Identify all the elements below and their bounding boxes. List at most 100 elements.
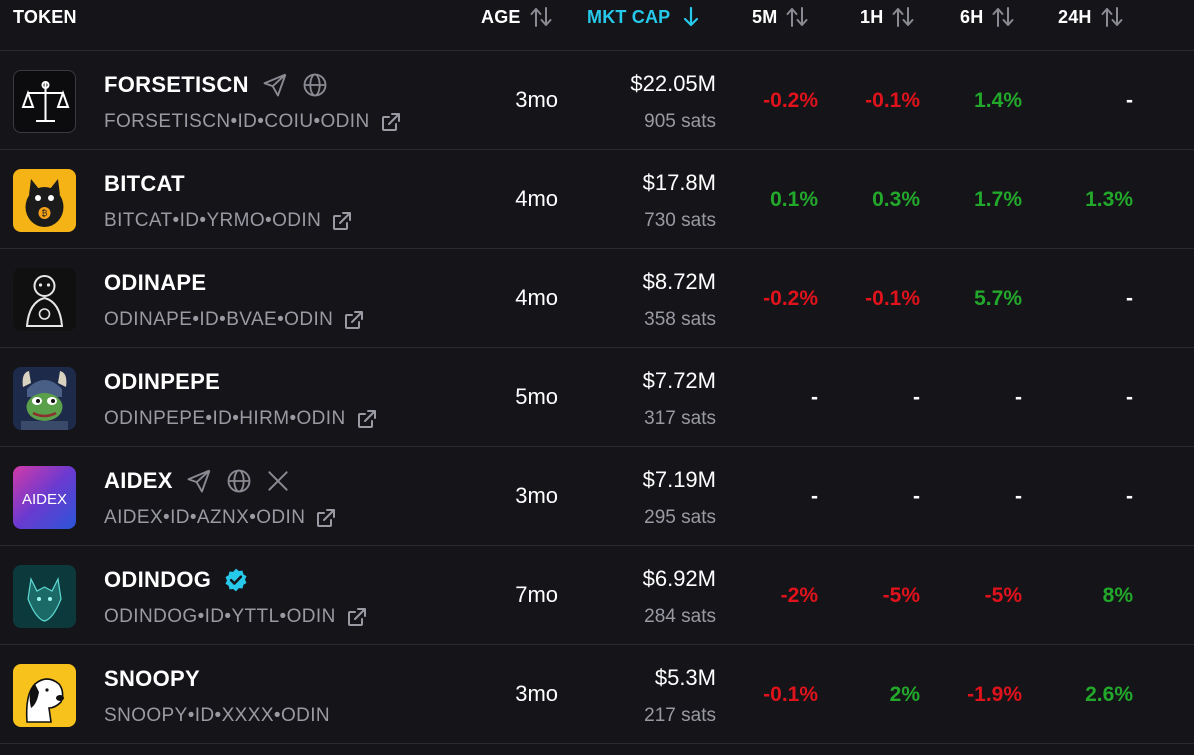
market-cap: $7.19M <box>642 467 716 492</box>
token-name[interactable]: ODINAPE <box>104 270 207 295</box>
table-row[interactable]: ODINPEPE ODINPEPE•ID•HIRM•ODIN 5mo $7.72… <box>0 348 1194 447</box>
header-1h[interactable]: 1H <box>860 5 915 29</box>
change-24h: - <box>1126 287 1133 310</box>
header-age[interactable]: AGE <box>481 5 553 29</box>
token-name-line: ODINAPE <box>104 268 206 298</box>
token-name-line: AIDEX <box>104 466 291 496</box>
svg-text:₿: ₿ <box>42 209 48 218</box>
sort-arrows-icon[interactable] <box>785 6 809 28</box>
price-sats: 217 sats <box>644 705 716 726</box>
table-header: TOKEN AGE MKT CAP 5M 1H 6H 24H <box>0 0 1194 51</box>
token-id-line: ODINAPE•ID•BVAE•ODIN <box>104 307 366 333</box>
wolf-icon <box>27 577 62 622</box>
token-name[interactable]: ODINPEPE <box>104 369 221 394</box>
external-link-icon[interactable] <box>342 308 366 332</box>
change-1h: -0.1% <box>865 89 920 112</box>
token-name[interactable]: BITCAT <box>104 171 185 196</box>
table-row[interactable]: FORSETISCN FORSETISCN•ID•COIU•ODIN 3mo $… <box>0 51 1194 150</box>
token-logo[interactable] <box>13 367 76 430</box>
token-name[interactable]: FORSETISCN <box>104 72 249 97</box>
change-1h: - <box>913 386 920 409</box>
token-name[interactable]: AIDEX <box>104 468 173 493</box>
external-link-icon[interactable] <box>355 407 379 431</box>
market-cap: $5.3M <box>654 665 716 690</box>
token-logo[interactable] <box>13 70 76 133</box>
token-id: AIDEX•ID•AZNX•ODIN <box>104 507 306 528</box>
black-cat-icon: ₿ <box>25 179 64 227</box>
token-age: 4mo <box>515 186 558 211</box>
change-24h: - <box>1126 485 1133 508</box>
token-id-line: FORSETISCN•ID•COIU•ODIN <box>104 109 403 135</box>
market-cap: $17.8M <box>642 170 716 195</box>
change-5m: - <box>811 386 818 409</box>
external-link-icon[interactable] <box>314 506 338 530</box>
sort-arrows-icon[interactable] <box>991 6 1015 28</box>
x-icon[interactable] <box>265 468 291 494</box>
sort-down-icon[interactable] <box>682 6 700 28</box>
market-cap: $6.92M <box>642 566 716 591</box>
token-name-line: ODINDOG <box>104 565 249 595</box>
sort-arrows-icon[interactable] <box>529 6 553 28</box>
token-name-line: FORSETISCN <box>104 70 329 100</box>
table-row[interactable]: SNOOPY SNOOPY•ID•XXXX•ODIN 3mo $5.3M 217… <box>0 645 1194 744</box>
price-sats: 730 sats <box>644 210 716 231</box>
table-row[interactable]: ₿ BITCAT BITCAT•ID•YRMO•ODIN 4mo $17.8M … <box>0 150 1194 249</box>
token-logo[interactable] <box>13 664 76 727</box>
change-5m: -0.2% <box>763 89 818 112</box>
change-6h: - <box>1015 485 1022 508</box>
token-name-line: ODINPEPE <box>104 367 220 397</box>
sort-arrows-icon[interactable] <box>891 6 915 28</box>
change-24h: 8% <box>1102 584 1133 607</box>
telegram-icon[interactable] <box>261 71 289 99</box>
change-6h: - <box>1015 386 1022 409</box>
token-id-line: BITCAT•ID•YRMO•ODIN <box>104 208 354 234</box>
token-id-line: ODINPEPE•ID•HIRM•ODIN <box>104 406 379 432</box>
header-6h[interactable]: 6H <box>960 5 1015 29</box>
change-24h: - <box>1126 89 1133 112</box>
ape-icon <box>25 275 64 327</box>
header-mkt-cap[interactable]: MKT CAP <box>587 5 700 29</box>
token-id: SNOOPY•ID•XXXX•ODIN <box>104 705 331 726</box>
change-1h: 2% <box>889 683 920 706</box>
aidex-logo-icon: AIDEX <box>22 491 67 508</box>
token-id: ODINPEPE•ID•HIRM•ODIN <box>104 408 346 429</box>
change-1h: -0.1% <box>865 287 920 310</box>
token-name[interactable]: SNOOPY <box>104 666 200 691</box>
price-sats: 358 sats <box>644 309 716 330</box>
table-row[interactable]: ODINAPE ODINAPE•ID•BVAE•ODIN 4mo $8.72M … <box>0 249 1194 348</box>
token-id: ODINAPE•ID•BVAE•ODIN <box>104 309 334 330</box>
change-5m: -0.2% <box>763 287 818 310</box>
globe-icon[interactable] <box>301 71 329 99</box>
table-row[interactable]: ODINDOG ODINDOG•ID•YTTL•ODIN 7mo $6.92M … <box>0 546 1194 645</box>
external-link-icon[interactable] <box>379 110 403 134</box>
market-cap: $8.72M <box>642 269 716 294</box>
globe-icon[interactable] <box>225 467 253 495</box>
token-name[interactable]: ODINDOG <box>104 567 212 592</box>
change-5m: -0.1% <box>763 683 818 706</box>
change-1h: - <box>913 485 920 508</box>
header-5m[interactable]: 5M <box>752 5 809 29</box>
change-5m: 0.1% <box>770 188 818 211</box>
token-logo[interactable] <box>13 565 76 628</box>
token-logo[interactable]: ₿ <box>13 169 76 232</box>
header-24h[interactable]: 24H <box>1058 5 1124 29</box>
token-logo[interactable]: AIDEX <box>13 466 76 529</box>
token-age: 7mo <box>515 582 558 607</box>
token-age: 3mo <box>515 681 558 706</box>
telegram-icon[interactable] <box>185 467 213 495</box>
token-id-line: ODINDOG•ID•YTTL•ODIN <box>104 604 369 630</box>
change-1h: -5% <box>882 584 920 607</box>
token-age: 3mo <box>515 483 558 508</box>
sort-arrows-icon[interactable] <box>1100 6 1124 28</box>
change-5m: -2% <box>780 584 818 607</box>
token-name-line: BITCAT <box>104 169 185 199</box>
change-24h: 2.6% <box>1085 683 1133 706</box>
token-id: FORSETISCN•ID•COIU•ODIN <box>104 111 370 132</box>
change-6h: -5% <box>984 584 1022 607</box>
price-sats: 295 sats <box>644 507 716 528</box>
table-row[interactable]: AIDEX AIDEX AIDEX•ID•AZNX•ODIN 3mo $7.19… <box>0 447 1194 546</box>
token-logo[interactable] <box>13 268 76 331</box>
token-id-line: SNOOPY•ID•XXXX•ODIN <box>104 703 330 729</box>
external-link-icon[interactable] <box>345 605 369 629</box>
external-link-icon[interactable] <box>330 209 354 233</box>
